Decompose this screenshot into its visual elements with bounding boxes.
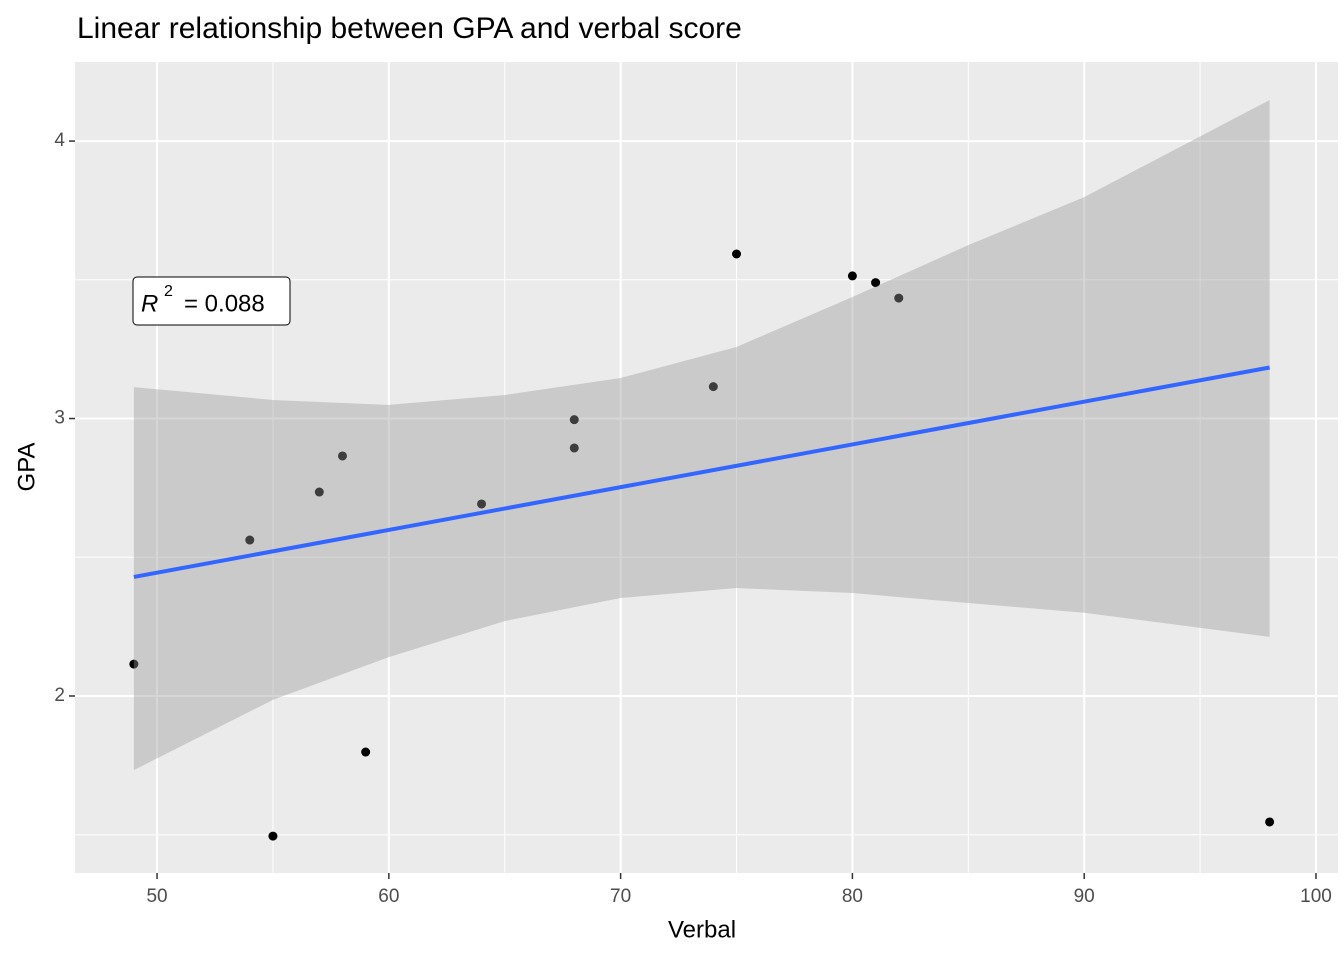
point bbox=[847, 271, 857, 281]
point bbox=[732, 249, 742, 259]
annotation-symbol: R bbox=[141, 290, 158, 317]
point bbox=[569, 443, 579, 453]
x-tick-label: 70 bbox=[610, 886, 631, 907]
point bbox=[477, 499, 487, 509]
annotation-box bbox=[132, 276, 291, 326]
y-tick-label: 4 bbox=[54, 130, 65, 151]
x-tick-label: 100 bbox=[1300, 886, 1332, 907]
point bbox=[708, 382, 718, 392]
point bbox=[569, 415, 579, 425]
point bbox=[245, 535, 255, 545]
point bbox=[129, 659, 139, 669]
annotation-exponent: 2 bbox=[164, 283, 173, 300]
fit-line bbox=[133, 365, 1270, 579]
panel bbox=[75, 62, 1338, 873]
point bbox=[337, 451, 347, 461]
chart-title: Linear relationship between GPA and verb… bbox=[77, 12, 742, 45]
x-tick-label: 60 bbox=[378, 886, 399, 907]
point bbox=[268, 831, 278, 841]
x-tick-label: 90 bbox=[1074, 886, 1095, 907]
x-axis-title: Verbal bbox=[668, 916, 736, 943]
point bbox=[314, 487, 324, 497]
y-tick-label: 2 bbox=[54, 685, 65, 706]
confidence-band-upper bbox=[133, 100, 1270, 771]
x-tick-label: 50 bbox=[146, 886, 167, 907]
point bbox=[361, 747, 371, 757]
point bbox=[894, 293, 904, 303]
y-tick-label: 3 bbox=[54, 408, 65, 429]
y-axis-title: GPA bbox=[13, 443, 40, 492]
point bbox=[1265, 817, 1275, 827]
point bbox=[871, 278, 881, 288]
x-tick-label: 80 bbox=[842, 886, 863, 907]
annotation-text: = 0.088 bbox=[184, 290, 265, 317]
